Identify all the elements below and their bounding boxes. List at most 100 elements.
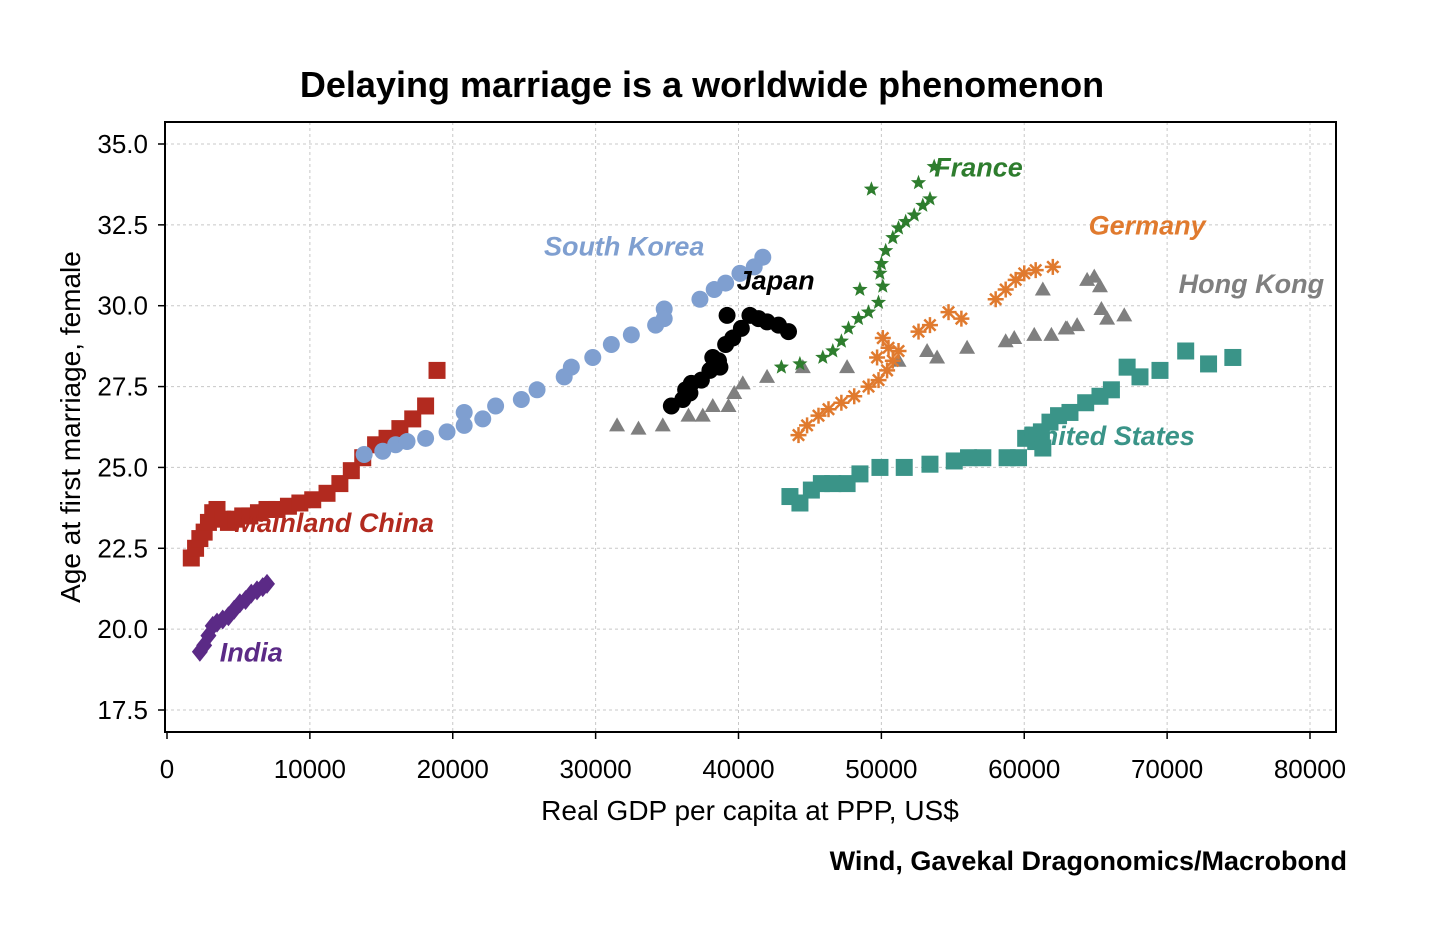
y-axis-label: Age at first marriage, female (55, 251, 86, 603)
data-point-south-korea (455, 416, 473, 434)
x-tick-label: 80000 (1274, 754, 1346, 784)
data-point-united-states (1224, 348, 1242, 366)
data-point-south-korea (417, 429, 435, 447)
data-point-united-states (1177, 342, 1195, 360)
data-point-united-states (945, 452, 963, 470)
data-point-mainland-china (304, 491, 322, 509)
y-tick-label: 27.5 (97, 372, 148, 402)
data-point-south-korea (754, 248, 772, 266)
asterisk-stroke (923, 318, 937, 332)
data-point-south-korea (584, 348, 602, 366)
data-point-germany (921, 317, 938, 334)
series-japan (662, 306, 798, 415)
plot-area-frame (164, 121, 1337, 733)
data-point-south-korea (512, 391, 530, 409)
data-point-south-korea (717, 274, 735, 292)
data-point-france (878, 242, 894, 258)
data-point-south-korea (438, 423, 456, 441)
data-point-hong-kong (1086, 268, 1103, 283)
asterisk-stroke (911, 325, 926, 339)
data-point-hong-kong (654, 417, 671, 432)
data-point-germany (1016, 265, 1033, 282)
y-tick-label: 30.0 (97, 291, 148, 321)
series-label-united-states: United States (1022, 421, 1195, 451)
asterisk-stroke (834, 396, 848, 410)
data-point-japan (711, 358, 729, 376)
x-axis-label: Real GDP per capita at PPP, US$ (541, 795, 959, 826)
data-point-south-korea (455, 403, 473, 421)
asterisk-stroke (881, 341, 896, 355)
series-south-korea (355, 248, 772, 463)
data-point-hong-kong (1091, 278, 1108, 293)
data-point-france (773, 359, 789, 374)
asterisk-stroke (941, 305, 956, 319)
data-point-south-korea (602, 336, 620, 354)
data-point-france (873, 255, 889, 271)
data-point-south-korea (622, 326, 640, 344)
data-point-hong-kong (630, 420, 647, 435)
data-point-india (243, 583, 260, 604)
asterisk-stroke (1046, 260, 1060, 274)
data-point-germany (880, 339, 897, 356)
asterisk-stroke (886, 354, 900, 368)
data-series (182, 158, 1242, 662)
asterisk-stroke (999, 283, 1013, 297)
data-point-united-states (791, 494, 809, 512)
asterisk-stroke (821, 402, 836, 416)
data-point-germany (820, 401, 837, 418)
data-point-japan (732, 319, 750, 337)
data-point-hong-kong (1099, 310, 1116, 325)
data-point-united-states (1131, 368, 1149, 386)
data-point-united-states (1151, 361, 1169, 379)
data-point-india (259, 573, 276, 594)
data-point-mainland-china (428, 361, 446, 379)
data-point-france (926, 158, 942, 174)
data-point-hong-kong (726, 385, 743, 400)
data-point-mainland-china (318, 484, 336, 502)
data-point-germany (910, 323, 927, 340)
asterisk-stroke (1029, 263, 1043, 277)
data-point-france (915, 197, 931, 212)
asterisk-stroke (989, 292, 1003, 306)
series-label-hong-kong: Hong Kong (1179, 269, 1325, 299)
data-point-hong-kong (929, 349, 946, 364)
data-point-hong-kong (759, 368, 776, 383)
data-point-south-korea (691, 290, 709, 308)
x-tick-label: 20000 (417, 754, 489, 784)
data-point-united-states (1077, 394, 1095, 412)
data-point-united-states (851, 465, 869, 483)
series-india (191, 573, 276, 662)
data-point-france (885, 229, 901, 245)
data-point-germany (799, 417, 816, 434)
data-point-japan (780, 323, 798, 341)
data-point-france (860, 304, 877, 319)
data-point-south-korea (655, 310, 673, 328)
data-point-hong-kong (1006, 330, 1023, 345)
series-label-france: France (934, 152, 1023, 182)
data-point-mainland-china (417, 397, 435, 415)
y-tick-label: 20.0 (97, 614, 148, 644)
data-point-mainland-china (331, 475, 349, 493)
data-point-france (825, 343, 841, 358)
data-point-south-korea (374, 442, 392, 460)
asterisk-stroke (847, 389, 861, 403)
asterisk-stroke (1009, 273, 1023, 287)
y-tick-label: 35.0 (97, 129, 148, 159)
data-point-hong-kong (704, 397, 721, 412)
series-france (773, 158, 942, 374)
data-point-hong-kong (1034, 281, 1051, 296)
data-point-france (906, 207, 922, 222)
asterisk-stroke (861, 380, 876, 394)
series-label-india: India (220, 637, 283, 667)
data-point-united-states (1102, 381, 1120, 399)
data-point-germany (890, 342, 907, 359)
data-point-united-states (895, 458, 913, 476)
data-point-hong-kong (1069, 317, 1086, 332)
data-point-united-states (960, 449, 978, 467)
x-tick-label: 50000 (845, 754, 917, 784)
x-tick-label: 0 (160, 754, 174, 784)
data-point-france (875, 278, 891, 293)
data-point-france (922, 191, 938, 206)
data-point-hong-kong (680, 407, 697, 422)
